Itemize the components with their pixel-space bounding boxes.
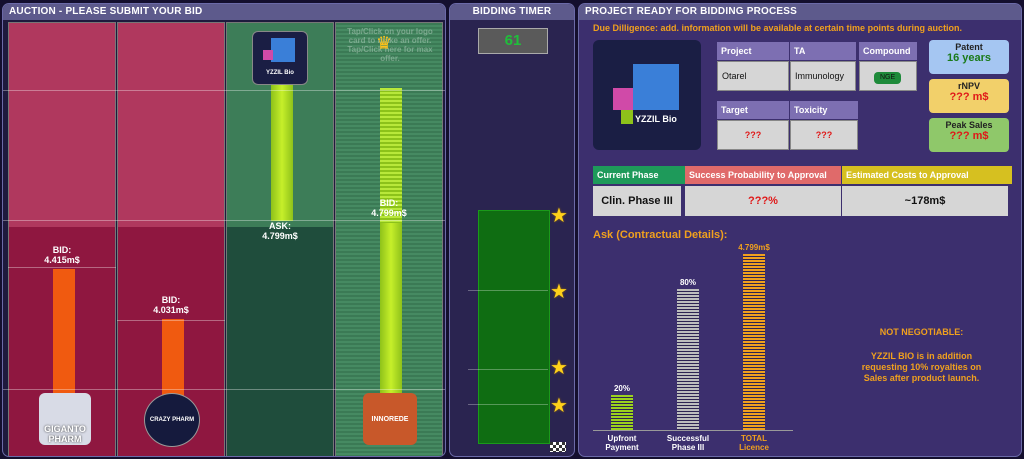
- timer-mark: [468, 290, 548, 291]
- bid-bar: [380, 223, 402, 393]
- ask-bar-1: [611, 394, 633, 430]
- value-ta: Immunology: [790, 61, 856, 91]
- giganto-pharm-logo-text: GIGANTO PHARM: [44, 424, 86, 444]
- logo-square-blue: [633, 64, 679, 110]
- bid-value: 4.799m$: [371, 208, 407, 218]
- peak-sales-value: ??? m$: [949, 130, 989, 142]
- costs-header: Estimated Costs to Approval: [842, 166, 1012, 184]
- bid-label: BID:: [379, 198, 399, 208]
- star-icon: ★: [550, 357, 568, 379]
- phase-value: Clin. Phase III: [593, 186, 681, 216]
- grid-line: [3, 90, 445, 91]
- logo-text: YZZIL Bio: [635, 114, 677, 124]
- yzzil-bio-logo: YZZIL Bio: [593, 40, 701, 150]
- bidder-column-giganto[interactable]: BID: 4.415m$ GIGANTO PHARM: [8, 22, 116, 456]
- value-toxicity: ???: [790, 120, 858, 150]
- innorede-logo-text: INNOREDE: [371, 415, 409, 423]
- yzzil-logo-square-pink: [263, 50, 273, 60]
- auction-panel: AUCTION - PLEASE SUBMIT YOUR BID BID: 4.…: [2, 3, 446, 457]
- peak-sales-label: Peak Sales: [945, 120, 993, 130]
- yzzil-logo-square-blue: [271, 38, 295, 62]
- timer-panel: BIDDING TIMER 61 ★ ★ ★ ★: [449, 3, 575, 457]
- timer-progress-bar: [478, 210, 550, 444]
- bidder-column-crazy[interactable]: BID: 4.031m$ CRAZY PHARM: [117, 22, 225, 456]
- grid-line: [3, 389, 445, 390]
- timer-mark: [468, 404, 548, 405]
- not-negotiable-label: NOT NEGOTIABLE:: [879, 327, 964, 337]
- peak-sales-box: Peak Sales ??? m$: [929, 118, 1009, 152]
- max-offer-bar: [380, 88, 402, 238]
- grid-line: [3, 220, 445, 221]
- header-toxicity: Toxicity: [790, 101, 858, 119]
- ask-bar-category-1: Upfront Payment: [605, 434, 639, 452]
- ask-column-yzzil[interactable]: YZZIL Bio ASK: 4.799m$: [226, 22, 334, 456]
- timer-title: BIDDING TIMER: [450, 4, 574, 20]
- star-icon: ★: [550, 205, 568, 227]
- chart-marks: 20% Upfront Payment 80% Successful Phase II…: [593, 243, 793, 454]
- patent-value: 16 years: [946, 52, 992, 64]
- yzzil-logo-card: YZZIL Bio: [252, 31, 308, 85]
- timer-value: 61: [478, 28, 548, 54]
- project-panel: PROJECT READY FOR BIDDING PROCESS Due Di…: [578, 3, 1022, 457]
- value-project: Otarel: [717, 61, 789, 91]
- ask-title: Ask (Contractual Details):: [593, 229, 728, 241]
- header-project: Project: [717, 42, 789, 60]
- star-icon: ★: [550, 395, 568, 417]
- value-target: ???: [717, 120, 789, 150]
- auction-title: AUCTION - PLEASE SUBMIT YOUR BID: [3, 4, 445, 20]
- success-value: ???%: [685, 186, 841, 216]
- bid-value: 4.031m$: [153, 305, 189, 315]
- ask-bar-category-2: Successful Phase III: [666, 434, 710, 452]
- rnpv-value: ??? m$: [949, 91, 989, 103]
- ask-bar-2: [677, 289, 699, 430]
- royalty-note: YZZIL BIO is in addition requesting 10% …: [861, 351, 982, 383]
- ask-label: ASK:: [269, 221, 291, 231]
- chart-baseline: [593, 430, 793, 431]
- ask-bar-value-1: 20%: [613, 383, 630, 393]
- rnpv-box: rNPV ??? m$: [929, 79, 1009, 113]
- giganto-pharm-logo[interactable]: GIGANTO PHARM: [39, 393, 91, 445]
- bid-label: BID:: [52, 245, 72, 255]
- star-icon: ★: [550, 281, 568, 303]
- ask-bar-value-3: 4.799m$: [738, 243, 770, 252]
- ask-bar-3: [743, 254, 765, 430]
- bid-value: 4.415m$: [44, 255, 80, 265]
- project-title: PROJECT READY FOR BIDDING PROCESS: [579, 4, 1021, 20]
- due-diligence-note: Due Dilligence: add. information will be…: [593, 23, 963, 33]
- crown-icon: ♛: [376, 33, 393, 53]
- bid-label: BID:: [161, 295, 181, 305]
- innorede-logo[interactable]: INNOREDE: [363, 393, 417, 445]
- header-compound: Compound: [859, 42, 917, 60]
- max-offer-hint[interactable]: Tap/Click on your logo card to make an o…: [347, 27, 433, 63]
- patent-box: Patent 16 years: [929, 40, 1009, 74]
- phase-header: Current Phase: [593, 166, 685, 184]
- header-target: Target: [717, 101, 789, 119]
- ask-bar-category-3: TOTAL Licence: [739, 434, 769, 452]
- ask-bar: [271, 85, 293, 221]
- ask-value: 4.799m$: [262, 231, 298, 241]
- patent-label: Patent: [955, 42, 983, 52]
- yzzil-logo-text: YZZIL Bio: [266, 70, 294, 76]
- crazy-pharm-logo[interactable]: CRAZY PHARM: [144, 393, 200, 447]
- grid-line: [8, 267, 116, 268]
- timer-mark: [468, 369, 548, 370]
- compound-badge: NGE: [874, 72, 902, 84]
- ask-chart: 20% Upfront Payment 80% Successful Phase II…: [593, 243, 793, 454]
- bidder-column-innorede[interactable]: Tap/Click on your logo card to make an o…: [335, 22, 443, 456]
- header-ta: TA: [790, 42, 856, 60]
- finish-flag-icon: [550, 442, 566, 452]
- bid-bar: [53, 269, 75, 407]
- crazy-pharm-logo-text: CRAZY PHARM: [149, 417, 195, 423]
- logo-square-green: [621, 110, 633, 124]
- bid-bar: [162, 319, 184, 407]
- value-compound: NGE: [859, 61, 917, 91]
- grid-line: [117, 320, 225, 321]
- costs-value: ~178m$: [842, 186, 1008, 216]
- rnpv-label: rNPV: [957, 81, 980, 91]
- logo-square-pink: [613, 88, 633, 110]
- success-header: Success Probability to Approval: [685, 166, 841, 184]
- ask-bar-value-2: 80%: [679, 278, 696, 288]
